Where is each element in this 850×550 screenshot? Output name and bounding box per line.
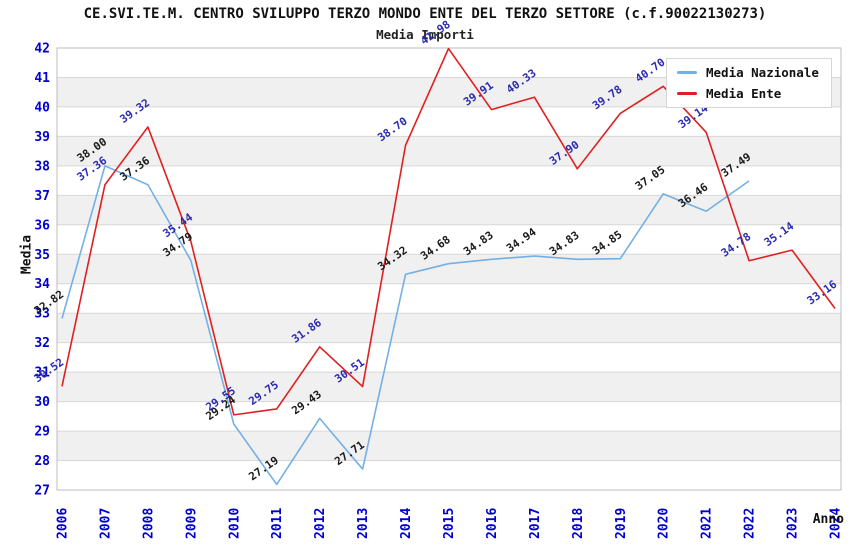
- x-tick-label: 2012: [313, 508, 328, 539]
- chart-subtitle: Media Importi: [376, 27, 474, 42]
- y-tick-label: 34: [34, 277, 50, 292]
- x-tick-label: 2023: [786, 508, 801, 539]
- plot-band: [57, 165, 841, 196]
- plot-band: [57, 195, 841, 225]
- plot-band: [57, 106, 841, 137]
- y-tick-label: 42: [34, 42, 50, 57]
- chart-title: CE.SVI.TE.M. CENTRO SVILUPPO TERZO MONDO…: [83, 6, 767, 22]
- y-axis-title: Media: [19, 234, 35, 275]
- x-tick-label: 2024: [829, 508, 844, 539]
- x-tick-label: 2020: [657, 508, 672, 539]
- x-tick-label: 2015: [442, 508, 457, 539]
- y-tick-label: 33: [34, 307, 50, 322]
- x-tick-label: 2018: [571, 508, 586, 539]
- x-axis-title: Anno: [812, 512, 844, 527]
- x-tick-label: 2019: [614, 508, 629, 539]
- plot-band: [57, 401, 841, 432]
- y-tick-label: 40: [34, 100, 50, 115]
- legend-item-media-ente: Media Ente: [677, 85, 819, 102]
- x-tick-label: 2007: [98, 508, 113, 539]
- y-tick-label: 27: [34, 484, 50, 499]
- y-tick-label: 29: [34, 425, 50, 440]
- x-tick-label: 2022: [743, 508, 758, 539]
- legend-label: Media Ente: [706, 86, 782, 101]
- legend: Media Nazionale Media Ente: [666, 58, 832, 108]
- y-tick-label: 35: [34, 248, 50, 263]
- plot-band: [57, 372, 841, 402]
- y-tick-label: 31: [34, 366, 50, 381]
- line-swatch-icon: [677, 92, 697, 95]
- y-tick-label: 28: [34, 454, 50, 469]
- plot-band: [57, 224, 841, 255]
- y-tick-label: 37: [34, 189, 50, 204]
- series-line-media-ente: [61, 47, 836, 416]
- plot-band: [57, 460, 841, 490]
- y-tick-label: 30: [34, 395, 50, 410]
- y-tick-label: 41: [34, 71, 50, 86]
- plot-band: [57, 342, 841, 373]
- x-tick-label: 2006: [56, 508, 71, 539]
- x-tick-label: 2011: [270, 508, 285, 539]
- y-tick-label: 36: [34, 218, 50, 233]
- series-line-media-nazionale: [61, 165, 750, 486]
- legend-label: Media Nazionale: [706, 65, 819, 80]
- x-tick-label: 2013: [356, 508, 371, 539]
- plot-band: [57, 431, 841, 461]
- x-tick-label: 2008: [141, 508, 156, 539]
- y-tick-label: 39: [34, 130, 50, 145]
- legend-item-media-nazionale: Media Nazionale: [677, 64, 819, 81]
- x-tick-label: 2016: [485, 508, 500, 539]
- y-tick-label: 32: [34, 336, 50, 351]
- plot-band: [57, 313, 841, 343]
- x-tick-label: 2014: [399, 508, 414, 539]
- plot-band: [57, 254, 841, 284]
- x-tick-label: 2021: [700, 508, 715, 539]
- x-tick-label: 2009: [184, 508, 199, 539]
- plot-band: [57, 136, 841, 166]
- plot-band: [57, 283, 841, 314]
- data-label-media-ente: 41.98: [418, 18, 453, 48]
- y-tick-label: 38: [34, 159, 50, 174]
- x-tick-label: 2010: [227, 508, 242, 539]
- line-swatch-icon: [677, 71, 697, 74]
- x-tick-label: 2017: [528, 508, 543, 539]
